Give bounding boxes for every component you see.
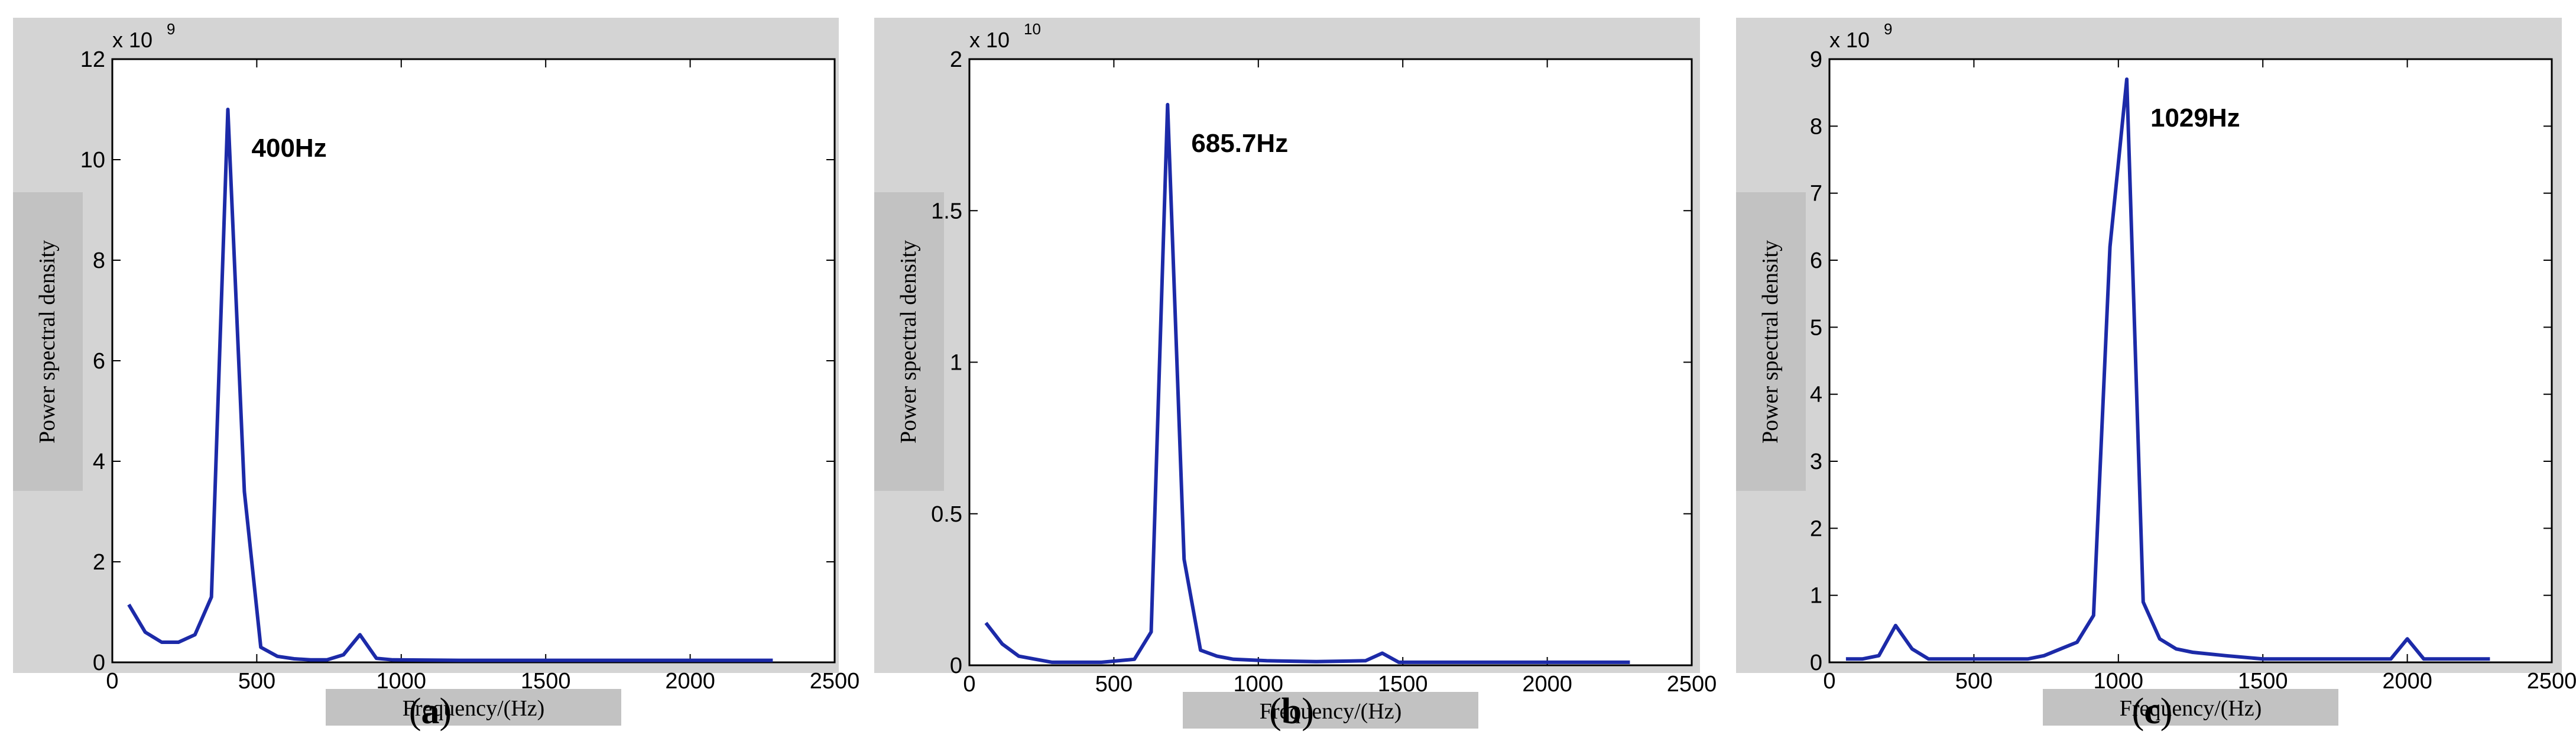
x-tick-label: 1000 [1234,672,1284,697]
y-tick-label: 3 [1810,449,1822,474]
x-axis-label: Frequency/(Hz) [403,696,545,721]
y-tick-label: 0.5 [931,502,962,527]
caption-c-letter: c [2144,691,2160,732]
plot-area-b [968,58,1693,666]
y-axis-label: Power spectral density [35,240,60,444]
xlabel-bg-c [2043,689,2338,726]
y-tick-label: 8 [93,248,105,273]
y-tick-label: 2 [93,550,105,575]
xlabel-bg-b [1183,692,1478,729]
peak-label: 1029Hz [2150,103,2240,132]
y-tick-label: 1 [1810,584,1822,609]
y-tick-label: 6 [93,349,105,374]
x-tick-label: 2500 [2527,669,2576,694]
y-exponent-label: x 10 [112,28,153,52]
y-tick-label: 1 [950,351,962,376]
y-exponent-label: x 10 [969,28,1010,52]
x-tick-label: 2000 [665,669,715,694]
y-axis-label: Power spectral density [1758,240,1783,444]
y-tick-label: 7 [1810,182,1822,206]
caption-a: (a) [408,691,452,732]
y-tick-label: 4 [1810,383,1822,407]
x-tick-label: 500 [1955,669,1993,694]
y-tick-label: 4 [93,449,105,474]
x-tick-label: 1500 [2238,669,2288,694]
x-tick-label: 0 [963,672,975,697]
x-axis-label: Frequency/(Hz) [1260,699,1402,724]
ylabel-bg-b [874,192,944,491]
y-axis-label: Power spectral density [896,240,921,444]
series-line-c [1845,77,2490,661]
x-tick-label: 0 [1823,669,1835,694]
y-tick-label: 0 [950,653,962,678]
y-tick-label: 8 [1810,114,1822,139]
y-tick-label: 0 [93,651,105,675]
panel-c: 0 500 1000 1500 2000 2500 0 1 2 3 4 5 6 7 8 9 x 10 9 Frequ… [1736,18,2576,726]
x-tick-label: 2500 [1667,672,1717,697]
x-tick-label: 1000 [377,669,427,694]
x-tick-label: 1500 [521,669,571,694]
y-tick-label: 2 [1810,516,1822,541]
panel-a: 0 500 1000 1500 2000 2500 0 2 4 6 8 10 12 x 10 9 Freque… [13,18,859,726]
x-tick-label: 500 [238,669,275,694]
y-tick-label: 5 [1810,315,1822,340]
ylabel-bg-a [13,192,83,491]
x-tick-label: 2000 [2382,669,2432,694]
y-tick-label: 1.5 [931,199,962,224]
x-tick-label: 0 [106,669,118,694]
x-axis-label: Frequency/(Hz) [2120,696,2262,721]
x-tick-label: 1000 [2094,669,2144,694]
y-tick-label: 12 [80,47,105,72]
x-tick-label: 2500 [810,669,860,694]
x-tick-label: 2000 [1522,672,1572,697]
y-exponent-power: 10 [1024,20,1041,38]
y-exponent-power: 9 [167,20,175,38]
y-tick-label: 6 [1810,248,1822,273]
y-tick-label: 2 [950,47,962,72]
y-tick-label: 10 [80,148,105,173]
y-exponent-label: x 10 [1829,28,1870,52]
y-tick-label: 9 [1810,47,1822,72]
x-tick-label: 1500 [1378,672,1428,697]
peak-label: 685.7Hz [1191,129,1288,158]
x-tick-label: 500 [1095,672,1133,697]
xlabel-bg-a [326,689,621,726]
ylabel-bg-c [1736,192,1806,491]
caption-c: (c) [2131,691,2173,732]
series-line-a [127,108,773,662]
caption-a-letter: a [421,691,440,732]
plot-area-c [1828,58,2553,664]
series-line-b [984,102,1630,664]
panel-b: 0 500 1000 1500 2000 2500 0 0.5 1 1.5 2 x 10 10 Frequ… [874,18,1717,729]
caption-b: (b) [1269,691,1314,732]
y-exponent-power: 9 [1884,20,1892,38]
y-tick-label: 0 [1810,651,1822,675]
caption-b-letter: b [1281,691,1302,732]
peak-label: 400Hz [252,134,327,163]
